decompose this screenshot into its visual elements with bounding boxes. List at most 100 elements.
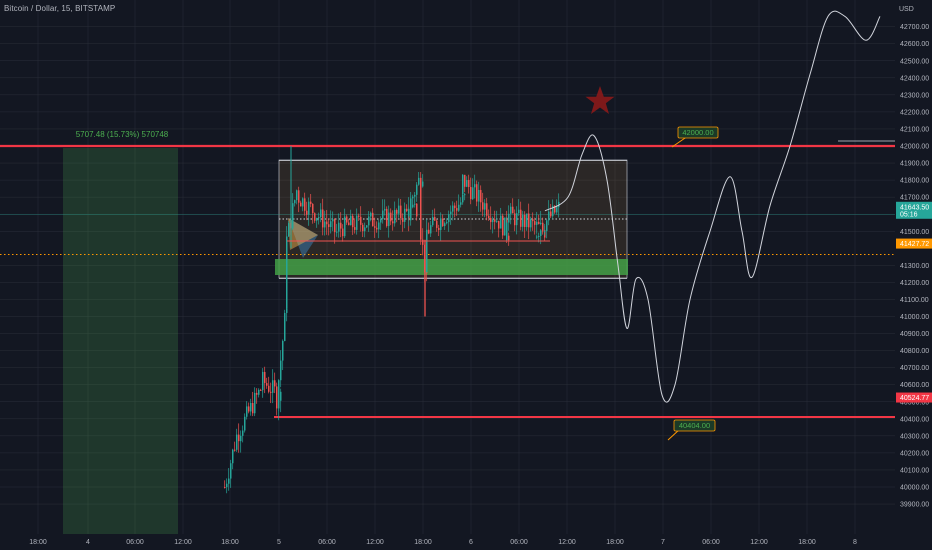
candle	[400, 198, 402, 225]
price-tick-label: 40800.00	[900, 348, 929, 355]
candle	[346, 214, 348, 225]
candle	[372, 208, 374, 227]
candle	[468, 174, 470, 194]
candle	[536, 234, 538, 240]
candle	[280, 388, 282, 413]
candle	[476, 180, 478, 207]
candle	[516, 206, 518, 235]
candle	[238, 423, 240, 453]
candle	[552, 199, 554, 220]
candle	[270, 382, 272, 404]
target-high-callout: 42000.00	[671, 126, 719, 148]
candle	[556, 199, 558, 215]
candle	[542, 229, 544, 234]
candle	[360, 206, 362, 232]
candle	[534, 217, 536, 235]
time-tick-label: 4	[86, 539, 90, 546]
candle	[350, 209, 352, 226]
time-tick-label: 6	[469, 539, 473, 546]
candle	[292, 193, 294, 231]
candle	[402, 213, 404, 232]
candle	[264, 366, 266, 394]
candle	[428, 222, 430, 235]
candle	[252, 391, 254, 417]
candle	[446, 218, 448, 225]
candle	[530, 216, 532, 232]
candle	[482, 192, 484, 217]
candle	[378, 219, 380, 239]
candle	[410, 191, 412, 210]
candle	[404, 202, 406, 229]
candle	[370, 211, 372, 222]
candle	[246, 401, 248, 420]
price-tick-label: 40400.00	[900, 416, 929, 423]
time-tick-label: 06:00	[510, 539, 528, 546]
price-tick-label: 40600.00	[900, 382, 929, 389]
candle	[486, 197, 488, 221]
candle	[330, 210, 332, 234]
price-tick-label: 42200.00	[900, 109, 929, 116]
candle	[518, 199, 520, 216]
candle	[494, 210, 496, 230]
candle	[326, 210, 328, 235]
candle	[548, 200, 550, 226]
price-tick-label: 42300.00	[900, 92, 929, 99]
candle	[260, 388, 262, 391]
candle	[256, 388, 258, 404]
candle	[488, 209, 490, 221]
time-tick-label: 18:00	[798, 539, 816, 546]
candle	[546, 219, 548, 239]
candle	[416, 182, 418, 202]
price-tag-label: 41643.50	[900, 204, 929, 211]
svg-text:42000.00: 42000.00	[682, 128, 713, 137]
price-tick-label: 42100.00	[900, 126, 929, 133]
candle	[450, 205, 452, 225]
candle	[394, 201, 396, 227]
time-tick-label: 12:00	[750, 539, 768, 546]
price-tick-label: 39900.00	[900, 502, 929, 509]
candle	[388, 205, 390, 238]
candle	[340, 212, 342, 238]
candle	[418, 172, 420, 186]
candle	[422, 228, 424, 256]
star-icon	[585, 86, 615, 114]
candle	[308, 197, 310, 226]
candle	[532, 212, 534, 231]
candle	[316, 217, 318, 228]
candle	[312, 203, 314, 224]
candle	[432, 209, 434, 227]
candle	[352, 213, 354, 235]
price-tick-label: 40000.00	[900, 485, 929, 492]
candle	[526, 213, 528, 231]
candle	[332, 211, 334, 232]
candle	[236, 428, 238, 452]
time-tick-label: 18:00	[606, 539, 624, 546]
time-tick-label: 06:00	[318, 539, 336, 546]
candle	[462, 174, 464, 199]
candle	[464, 192, 466, 201]
candle	[282, 339, 284, 371]
price-tick-label: 41700.00	[900, 195, 929, 202]
candle	[498, 220, 500, 238]
candle	[286, 226, 288, 312]
candle	[324, 210, 326, 236]
candle	[454, 202, 456, 218]
price-axis[interactable]: 39900.00 40000.00 40100.00 40200.00 40300.00…	[895, 0, 932, 550]
candle	[284, 309, 286, 342]
candle	[496, 210, 498, 223]
time-axis[interactable]: 18:00 4 06:00 12:00 18:00 5 06:00 12:00 18:00 6 06…	[29, 539, 857, 546]
candle	[398, 198, 400, 218]
time-tick-label: 8	[853, 539, 857, 546]
candle	[232, 448, 234, 470]
candle	[224, 480, 226, 489]
candle	[442, 214, 444, 227]
candle	[478, 181, 480, 212]
candle	[508, 205, 510, 231]
price-tick-label: 42000.00	[900, 144, 929, 151]
candle	[490, 206, 492, 230]
price-tick-label: 41100.00	[900, 297, 929, 304]
candle	[444, 221, 446, 230]
candle	[240, 430, 242, 453]
price-tick-label: 42400.00	[900, 75, 929, 82]
